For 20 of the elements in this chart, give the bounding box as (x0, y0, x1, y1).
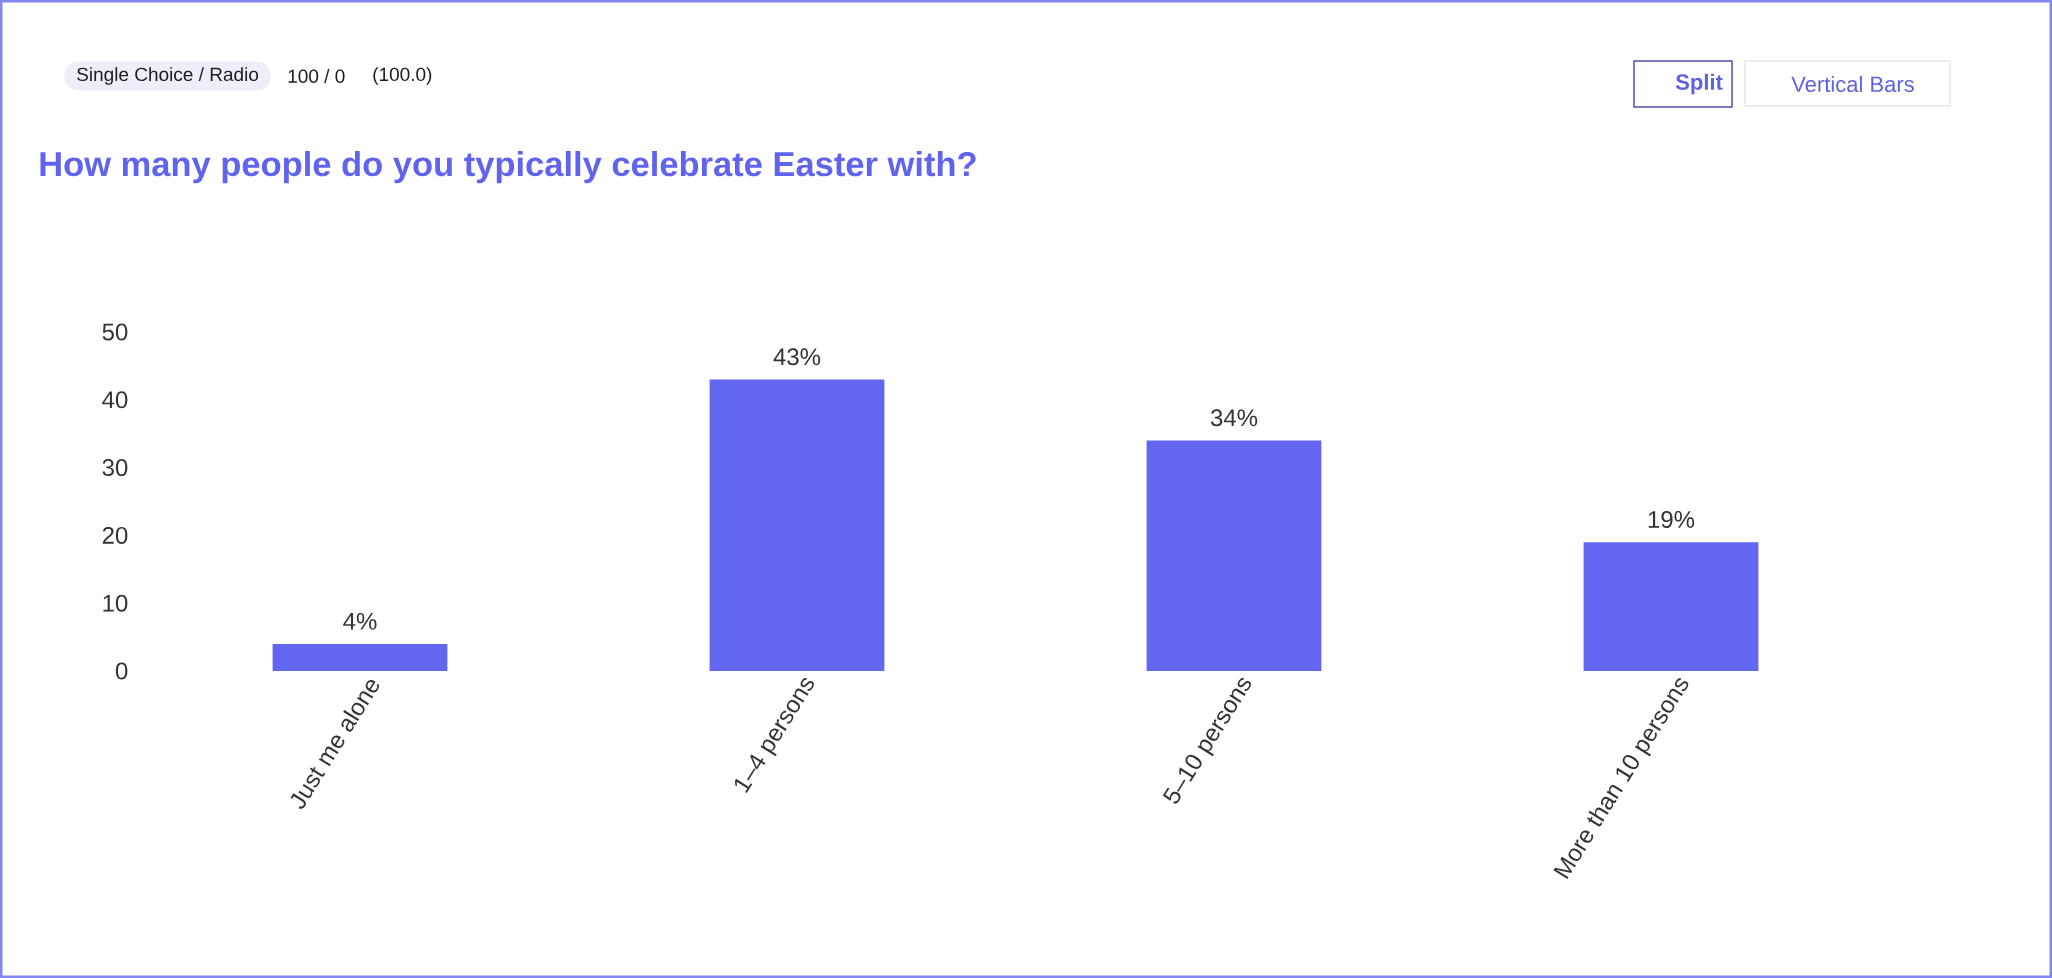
bar (1583, 542, 1759, 671)
text: Split (1675, 73, 1723, 95)
y-tick-label: 40 (102, 391, 128, 409)
y-tick-label: 20 (102, 526, 128, 544)
data-label: 19% (1648, 510, 1695, 528)
chart-title: How many people do you typically celebrate Easter with? (40, 150, 976, 184)
text: Vertical Bars (1791, 75, 1914, 93)
y-tick-label: 30 (102, 459, 128, 477)
bar (709, 379, 885, 671)
y-tick-label: 0 (115, 662, 128, 680)
text: (100.0) (373, 67, 432, 85)
data-label: 34% (1210, 409, 1258, 427)
bar (272, 643, 448, 671)
data-label: 4% (343, 612, 377, 630)
y-tick-label: 10 (103, 594, 128, 612)
text: Single Choice / Radio (77, 67, 259, 85)
bar (1146, 440, 1322, 671)
text: 100 / 0 (288, 69, 345, 83)
data-label: 43% (773, 348, 821, 366)
y-tick-label: 50 (102, 323, 128, 341)
